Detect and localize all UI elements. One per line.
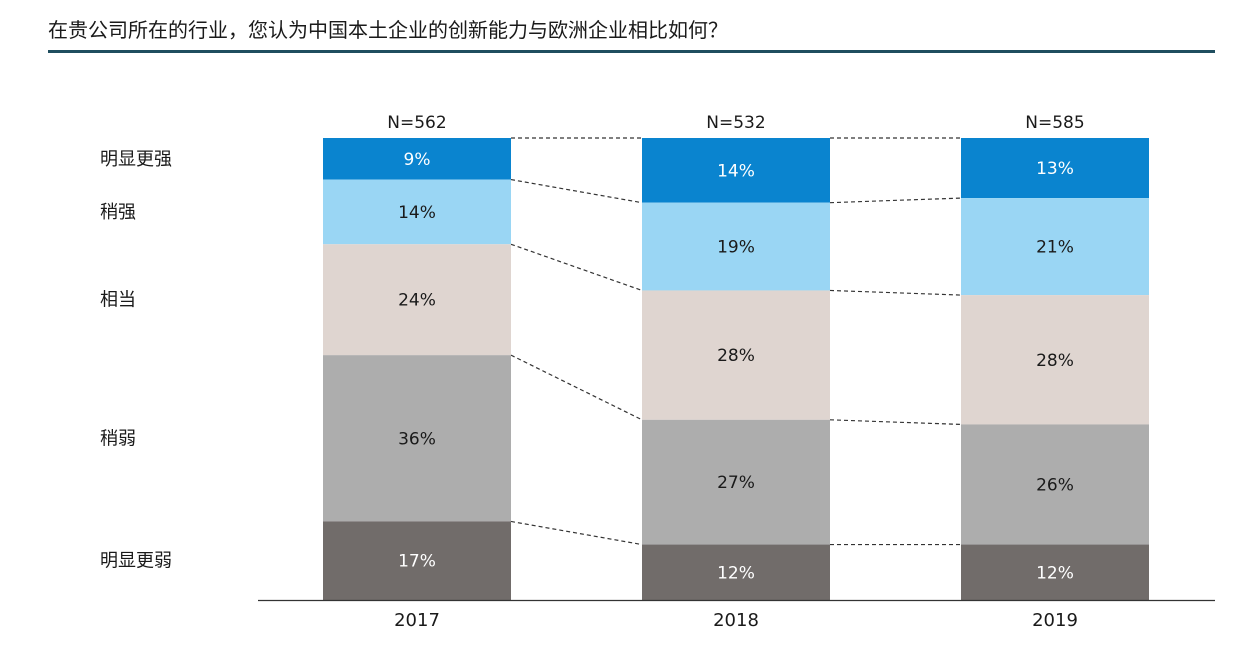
connector-line: [829, 289, 962, 296]
bar-segment-2018-0: [642, 138, 830, 203]
legend-label-0: 明显更强: [100, 149, 172, 170]
connector-line: [510, 354, 643, 421]
value-label-2017-4: 17%: [398, 552, 436, 572]
connector-line: [829, 419, 962, 426]
bar-segment-2018-4: [642, 544, 830, 600]
connector-line: [829, 197, 962, 204]
x-tick-2019: 2019: [1032, 610, 1078, 631]
chart-title: 在贵公司所在的行业，您认为中国本土企业的创新能力与欧洲企业相比如何？: [48, 18, 728, 42]
bar-segment-2017-1: [323, 179, 511, 245]
bars: [258, 138, 1215, 602]
value-label-2017-0: 9%: [404, 150, 431, 170]
connector-line: [510, 520, 643, 546]
sample-size-2017: N=562: [387, 113, 446, 133]
value-label-2019-0: 13%: [1036, 159, 1074, 179]
bar-segment-2019-0: [961, 138, 1149, 199]
bar-segment-2019-1: [961, 198, 1149, 296]
sample-size-2018: N=532: [706, 113, 765, 133]
legend-label-4: 明显更弱: [100, 551, 172, 572]
legend-label-3: 稍弱: [100, 428, 136, 449]
value-label-2017-3: 36%: [398, 429, 436, 449]
bar-segment-2019-3: [961, 424, 1149, 545]
bar-segment-2017-2: [323, 244, 511, 356]
connector-line: [510, 178, 643, 204]
value-label-2019-3: 26%: [1036, 476, 1074, 496]
title-divider: [48, 50, 1215, 53]
value-label-2018-2: 28%: [717, 346, 755, 366]
connector-lines: [510, 137, 962, 546]
bar-segment-2018-3: [642, 419, 830, 545]
value-label-2019-1: 21%: [1036, 238, 1074, 258]
value-label-2017-2: 24%: [398, 291, 436, 311]
x-tick-2018: 2018: [713, 610, 759, 631]
value-label-2018-0: 14%: [717, 161, 755, 181]
legend-label-1: 稍强: [100, 202, 136, 223]
legend-label-2: 相当: [100, 290, 136, 311]
bar-segment-2019-4: [961, 544, 1149, 600]
bar-segment-2019-2: [961, 295, 1149, 425]
value-label-2018-4: 12%: [717, 563, 755, 583]
value-label-2018-3: 27%: [717, 473, 755, 493]
bar-segment-2018-2: [642, 290, 830, 420]
connector-line: [510, 243, 643, 292]
value-label-2019-4: 12%: [1036, 563, 1074, 583]
value-label-2018-1: 19%: [717, 238, 755, 258]
bar-segment-2017-4: [323, 521, 511, 600]
value-label-2019-2: 28%: [1036, 351, 1074, 371]
bar-segment-2017-3: [323, 355, 511, 522]
bar-segment-2018-1: [642, 202, 830, 291]
sample-size-2019: N=585: [1025, 113, 1084, 133]
x-tick-2017: 2017: [394, 610, 440, 631]
value-label-2017-1: 14%: [398, 203, 436, 223]
bar-segment-2017-0: [323, 138, 511, 180]
labels: 9% 14% 24% 36% 17% N=562 2017 14% 19% 28% 27% 12% N=…: [100, 113, 1085, 631]
